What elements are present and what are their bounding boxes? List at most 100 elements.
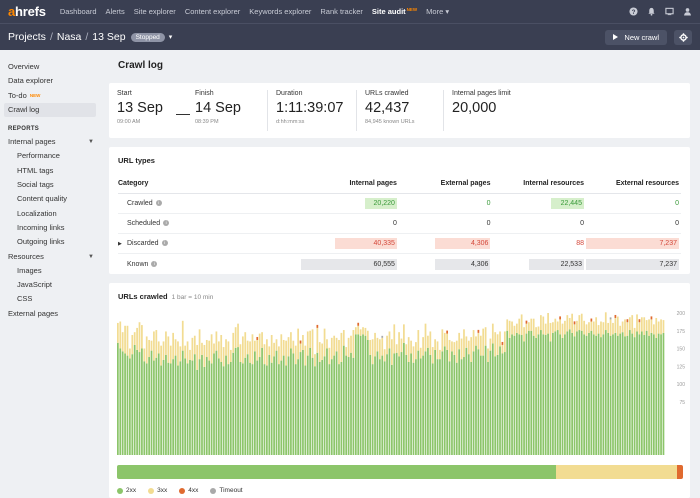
bar-3xx[interactable] [590, 321, 593, 331]
bar-3xx[interactable] [535, 327, 537, 338]
bar-2xx[interactable] [359, 335, 362, 455]
bar-3xx[interactable] [131, 335, 134, 355]
bar-3xx[interactable] [604, 312, 607, 331]
bar-3xx[interactable] [311, 329, 314, 358]
bar-2xx[interactable] [213, 353, 215, 455]
bar-2xx[interactable] [352, 357, 355, 455]
info-icon[interactable]: i [151, 260, 158, 267]
bar-3xx[interactable] [232, 332, 235, 353]
bar-3xx[interactable] [595, 317, 598, 336]
bar-2xx[interactable] [455, 362, 458, 455]
collapse-triangle-icon[interactable]: ▼ [88, 253, 94, 260]
bar-3xx[interactable] [258, 333, 261, 358]
bar-2xx[interactable] [278, 364, 280, 455]
bar-2xx[interactable] [266, 365, 268, 455]
bar-2xx[interactable] [638, 334, 641, 455]
table-cell[interactable]: 0 [398, 193, 493, 214]
bar-3xx[interactable] [371, 339, 374, 365]
bar-2xx[interactable] [564, 334, 566, 455]
bar-3xx[interactable] [628, 317, 631, 331]
bar-3xx[interactable] [145, 336, 148, 364]
bar-2xx[interactable] [515, 332, 518, 455]
bar-3xx[interactable] [244, 332, 247, 358]
bar-2xx[interactable] [482, 355, 485, 455]
bar-3xx[interactable] [592, 321, 595, 335]
bar-3xx[interactable] [417, 330, 420, 351]
bar-4xx[interactable] [501, 341, 504, 345]
help-icon[interactable]: ? [629, 7, 638, 16]
expand-triangle-icon[interactable]: ▶ [118, 241, 122, 248]
bar-2xx[interactable] [328, 364, 331, 455]
bar-3xx[interactable] [559, 319, 561, 335]
ahrefs-logo[interactable]: ahrefs [8, 4, 46, 19]
bar-3xx[interactable] [556, 321, 559, 331]
bar-3xx[interactable] [299, 343, 302, 353]
bar-2xx[interactable] [318, 361, 321, 455]
bar-2xx[interactable] [410, 353, 412, 455]
bar-3xx[interactable] [268, 346, 271, 355]
bar-2xx[interactable] [249, 362, 251, 455]
bar-2xx[interactable] [133, 344, 136, 455]
bar-3xx[interactable] [436, 341, 439, 360]
bar-2xx[interactable] [655, 337, 658, 455]
bar-2xx[interactable] [254, 351, 256, 455]
table-cell[interactable]: 60,555 [300, 254, 399, 274]
bar-3xx[interactable] [515, 323, 518, 333]
bar-2xx[interactable] [419, 358, 422, 455]
bar-2xx[interactable] [520, 335, 523, 455]
bar-3xx[interactable] [383, 349, 386, 362]
bar-2xx[interactable] [261, 347, 263, 455]
bar-3xx[interactable] [177, 341, 179, 366]
bar-3xx[interactable] [318, 342, 321, 362]
sidebar-item-overview[interactable]: Overview [8, 62, 40, 71]
bar-2xx[interactable] [431, 363, 434, 455]
bar-2xx[interactable] [424, 351, 427, 455]
nav-keywords-explorer[interactable]: Keywords explorer [249, 7, 312, 16]
bar-3xx[interactable] [561, 323, 564, 338]
bar-2xx[interactable] [323, 356, 326, 455]
table-cell[interactable]: 88 [492, 233, 586, 255]
bar-2xx[interactable] [239, 361, 242, 455]
sidebar-item-content-quality[interactable]: Content quality [17, 194, 68, 204]
bar-3xx[interactable] [554, 318, 557, 332]
nav-more[interactable]: More ▾ [426, 7, 449, 16]
bar-3xx[interactable] [388, 331, 391, 349]
sidebar-item-internal-pages[interactable]: Internal pages ▼ [0, 135, 100, 149]
bar-2xx[interactable] [174, 355, 177, 455]
bar-2xx[interactable] [395, 352, 398, 455]
bar-3xx[interactable] [475, 336, 477, 346]
bar-timeout[interactable] [609, 317, 612, 320]
bar-2xx[interactable] [602, 334, 605, 455]
bar-3xx[interactable] [424, 323, 427, 352]
bar-3xx[interactable] [352, 330, 355, 358]
bar-3xx[interactable] [446, 333, 449, 350]
table-cell[interactable]: 4,306 [398, 233, 493, 255]
sidebar-item-outgoing-links[interactable]: Outgoing links [17, 237, 65, 247]
bar-2xx[interactable] [443, 346, 446, 455]
table-row[interactable]: ▶ Discarded i 40,335 4,306 88 7,237 [118, 233, 681, 255]
bar-2xx[interactable] [472, 351, 475, 455]
bar-3xx[interactable] [511, 321, 513, 335]
bar-2xx[interactable] [446, 349, 449, 455]
bar-3xx[interactable] [172, 332, 175, 360]
sidebar-item-resources[interactable]: Resources ▼ [0, 250, 100, 264]
table-cell[interactable]: 0 [585, 213, 681, 235]
table-cell[interactable]: 0 [585, 193, 681, 214]
bar-3xx[interactable] [160, 345, 162, 366]
bar-3xx[interactable] [338, 339, 340, 365]
legend-item-timeout[interactable]: Timeout [210, 487, 243, 494]
bar-3xx[interactable] [568, 317, 571, 330]
bar-2xx[interactable] [489, 350, 492, 455]
sidebar-item-performance[interactable]: Performance [17, 151, 60, 161]
bar-2xx[interactable] [484, 345, 487, 455]
bar-3xx[interactable] [328, 347, 331, 365]
bar-3xx[interactable] [369, 339, 372, 355]
bar-3xx[interactable] [378, 339, 381, 360]
bar-3xx[interactable] [400, 338, 403, 353]
breadcrumb-project[interactable]: Nasa [56, 31, 82, 43]
breadcrumb-crawl[interactable]: 13 Sep [92, 31, 126, 43]
bar-2xx[interactable] [518, 334, 521, 455]
bar-2xx[interactable] [273, 356, 275, 455]
bar-3xx[interactable] [544, 323, 547, 336]
bar-3xx[interactable] [302, 335, 304, 350]
